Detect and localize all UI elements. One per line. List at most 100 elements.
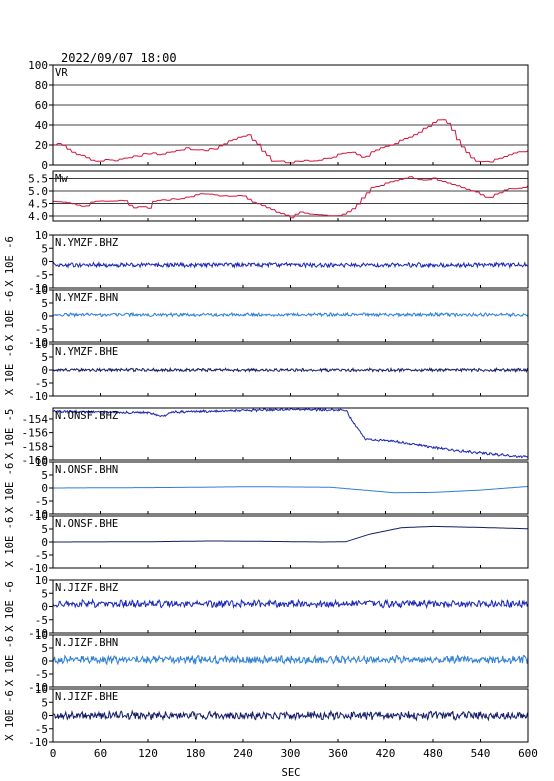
y-tick-label: -5 [35, 377, 48, 390]
panel-unit-label: X 10E -6 [4, 463, 16, 514]
panel-frame [52, 289, 529, 343]
y-tick-label: -154 [22, 413, 49, 426]
panel-label: N.JIZF.BHZ [55, 582, 118, 594]
series-line [53, 176, 529, 219]
series-line [53, 119, 529, 164]
series-line [52, 311, 529, 318]
y-tick-label: -5 [35, 723, 48, 736]
y-tick-label: 10 [35, 284, 48, 297]
y-tick-label: 0 [41, 655, 48, 668]
panel-unit-label: X 10E -6 [4, 581, 16, 632]
panel-label: N.YMZF.BHZ [55, 237, 118, 249]
series-line [53, 485, 529, 494]
y-tick-label: 0 [41, 482, 48, 495]
panel-n-onsf-bhz: -160-158-156-154 N.ONSF.BHZ X 10E -5 [4, 407, 529, 467]
y-tick-label: 5 [41, 242, 48, 255]
y-tick-label: 0 [41, 256, 48, 269]
y-tick-label: 60 [35, 99, 48, 112]
y-tick-label: -10 [28, 390, 48, 403]
y-tick-label: 10 [35, 683, 48, 696]
x-tick-label: 540 [471, 747, 491, 760]
panel-label: N.ONSF.BHZ [55, 410, 118, 422]
y-tick-label: 5 [41, 587, 48, 600]
panel-unit-label: X 10E -6 [4, 636, 16, 687]
y-tick-label: 40 [35, 119, 48, 132]
y-tick-label: -10 [28, 627, 48, 640]
y-tick-label: 0 [41, 536, 48, 549]
y-tick-label: -5 [35, 269, 48, 282]
y-tick-label: 5.0 [28, 185, 48, 198]
panel-vr: 0 20 40 60 80 100 VR [28, 59, 529, 172]
y-tick-label: 5 [41, 523, 48, 536]
y-tick-label: 10 [35, 338, 48, 351]
y-tick-label: -10 [28, 562, 48, 575]
panel-label: N.ONSF.BHN [55, 464, 118, 476]
y-tick-label: 5 [41, 351, 48, 364]
panel-unit-label: X 10E -6 [4, 690, 16, 741]
series-line [52, 366, 529, 374]
panel-label: N.YMZF.BHN [55, 292, 118, 304]
panel-label: VR [55, 67, 68, 79]
panel-frame [52, 579, 529, 634]
x-tick-label: 60 [94, 747, 107, 760]
x-axis-label: SEC [282, 767, 301, 779]
panel-unit-label: X 10E -6 [4, 236, 16, 287]
panel-unit-label: X 10E -6 [4, 291, 16, 342]
y-tick-label: -158 [22, 440, 49, 453]
y-tick-label: -5 [35, 614, 48, 627]
y-tick-label: -10 [28, 736, 48, 749]
panel-label: N.YMZF.BHE [55, 346, 118, 358]
series-line [53, 407, 529, 459]
y-tick-label: -10 [28, 282, 48, 295]
y-tick-label: 10 [35, 629, 48, 642]
x-tick-label: 240 [233, 747, 253, 760]
y-tick-label: -10 [28, 336, 48, 349]
panel-unit-label: X 10E -6 [4, 517, 16, 568]
panel-frame [52, 64, 529, 166]
y-tick-label: 0 [41, 310, 48, 323]
y-tick-label: -10 [28, 508, 48, 521]
y-tick-label: 10 [35, 229, 48, 242]
series-line [52, 597, 529, 610]
y-tick-label: -5 [35, 323, 48, 336]
panel-label: N.ONSF.BHE [55, 518, 118, 530]
series-line [53, 525, 528, 543]
y-tick-label: -5 [35, 668, 48, 681]
y-tick-label: -10 [28, 681, 48, 694]
y-tick-label: 5 [41, 297, 48, 310]
series-line [52, 260, 529, 269]
x-tick-label: 360 [328, 747, 348, 760]
y-tick-label: 0 [41, 601, 48, 614]
y-tick-label: 10 [35, 510, 48, 523]
panel-mw: 4.04.55.05.5 Mw [28, 170, 529, 223]
y-tick-label: 5 [41, 642, 48, 655]
y-tick-label: 20 [35, 139, 48, 152]
x-tick-label: 480 [423, 747, 443, 760]
y-tick-label: 5.5 [28, 173, 48, 186]
datetime-title: 2022/09/07 18:00 [61, 51, 177, 65]
panel-n-jizf-bhz: -10-505 10 N.JIZF.BHZ X 10E -6 [4, 574, 529, 640]
panel-frame [52, 407, 529, 461]
y-tick-label: -5 [35, 495, 48, 508]
x-tick-label: 600 [518, 747, 538, 760]
y-tick-label: 10 [35, 456, 48, 469]
series-line [52, 709, 529, 722]
x-tick-label: 300 [281, 747, 301, 760]
y-tick-label: 5 [41, 469, 48, 482]
y-tick-label: -5 [35, 549, 48, 562]
panel-unit-label: X 10E -5 [4, 409, 16, 460]
y-tick-label: 0 [41, 364, 48, 377]
panel-label: N.JIZF.BHE [55, 691, 118, 703]
panel-frame [52, 234, 529, 289]
x-tick-label: 420 [376, 747, 396, 760]
x-tick-label: 180 [186, 747, 206, 760]
